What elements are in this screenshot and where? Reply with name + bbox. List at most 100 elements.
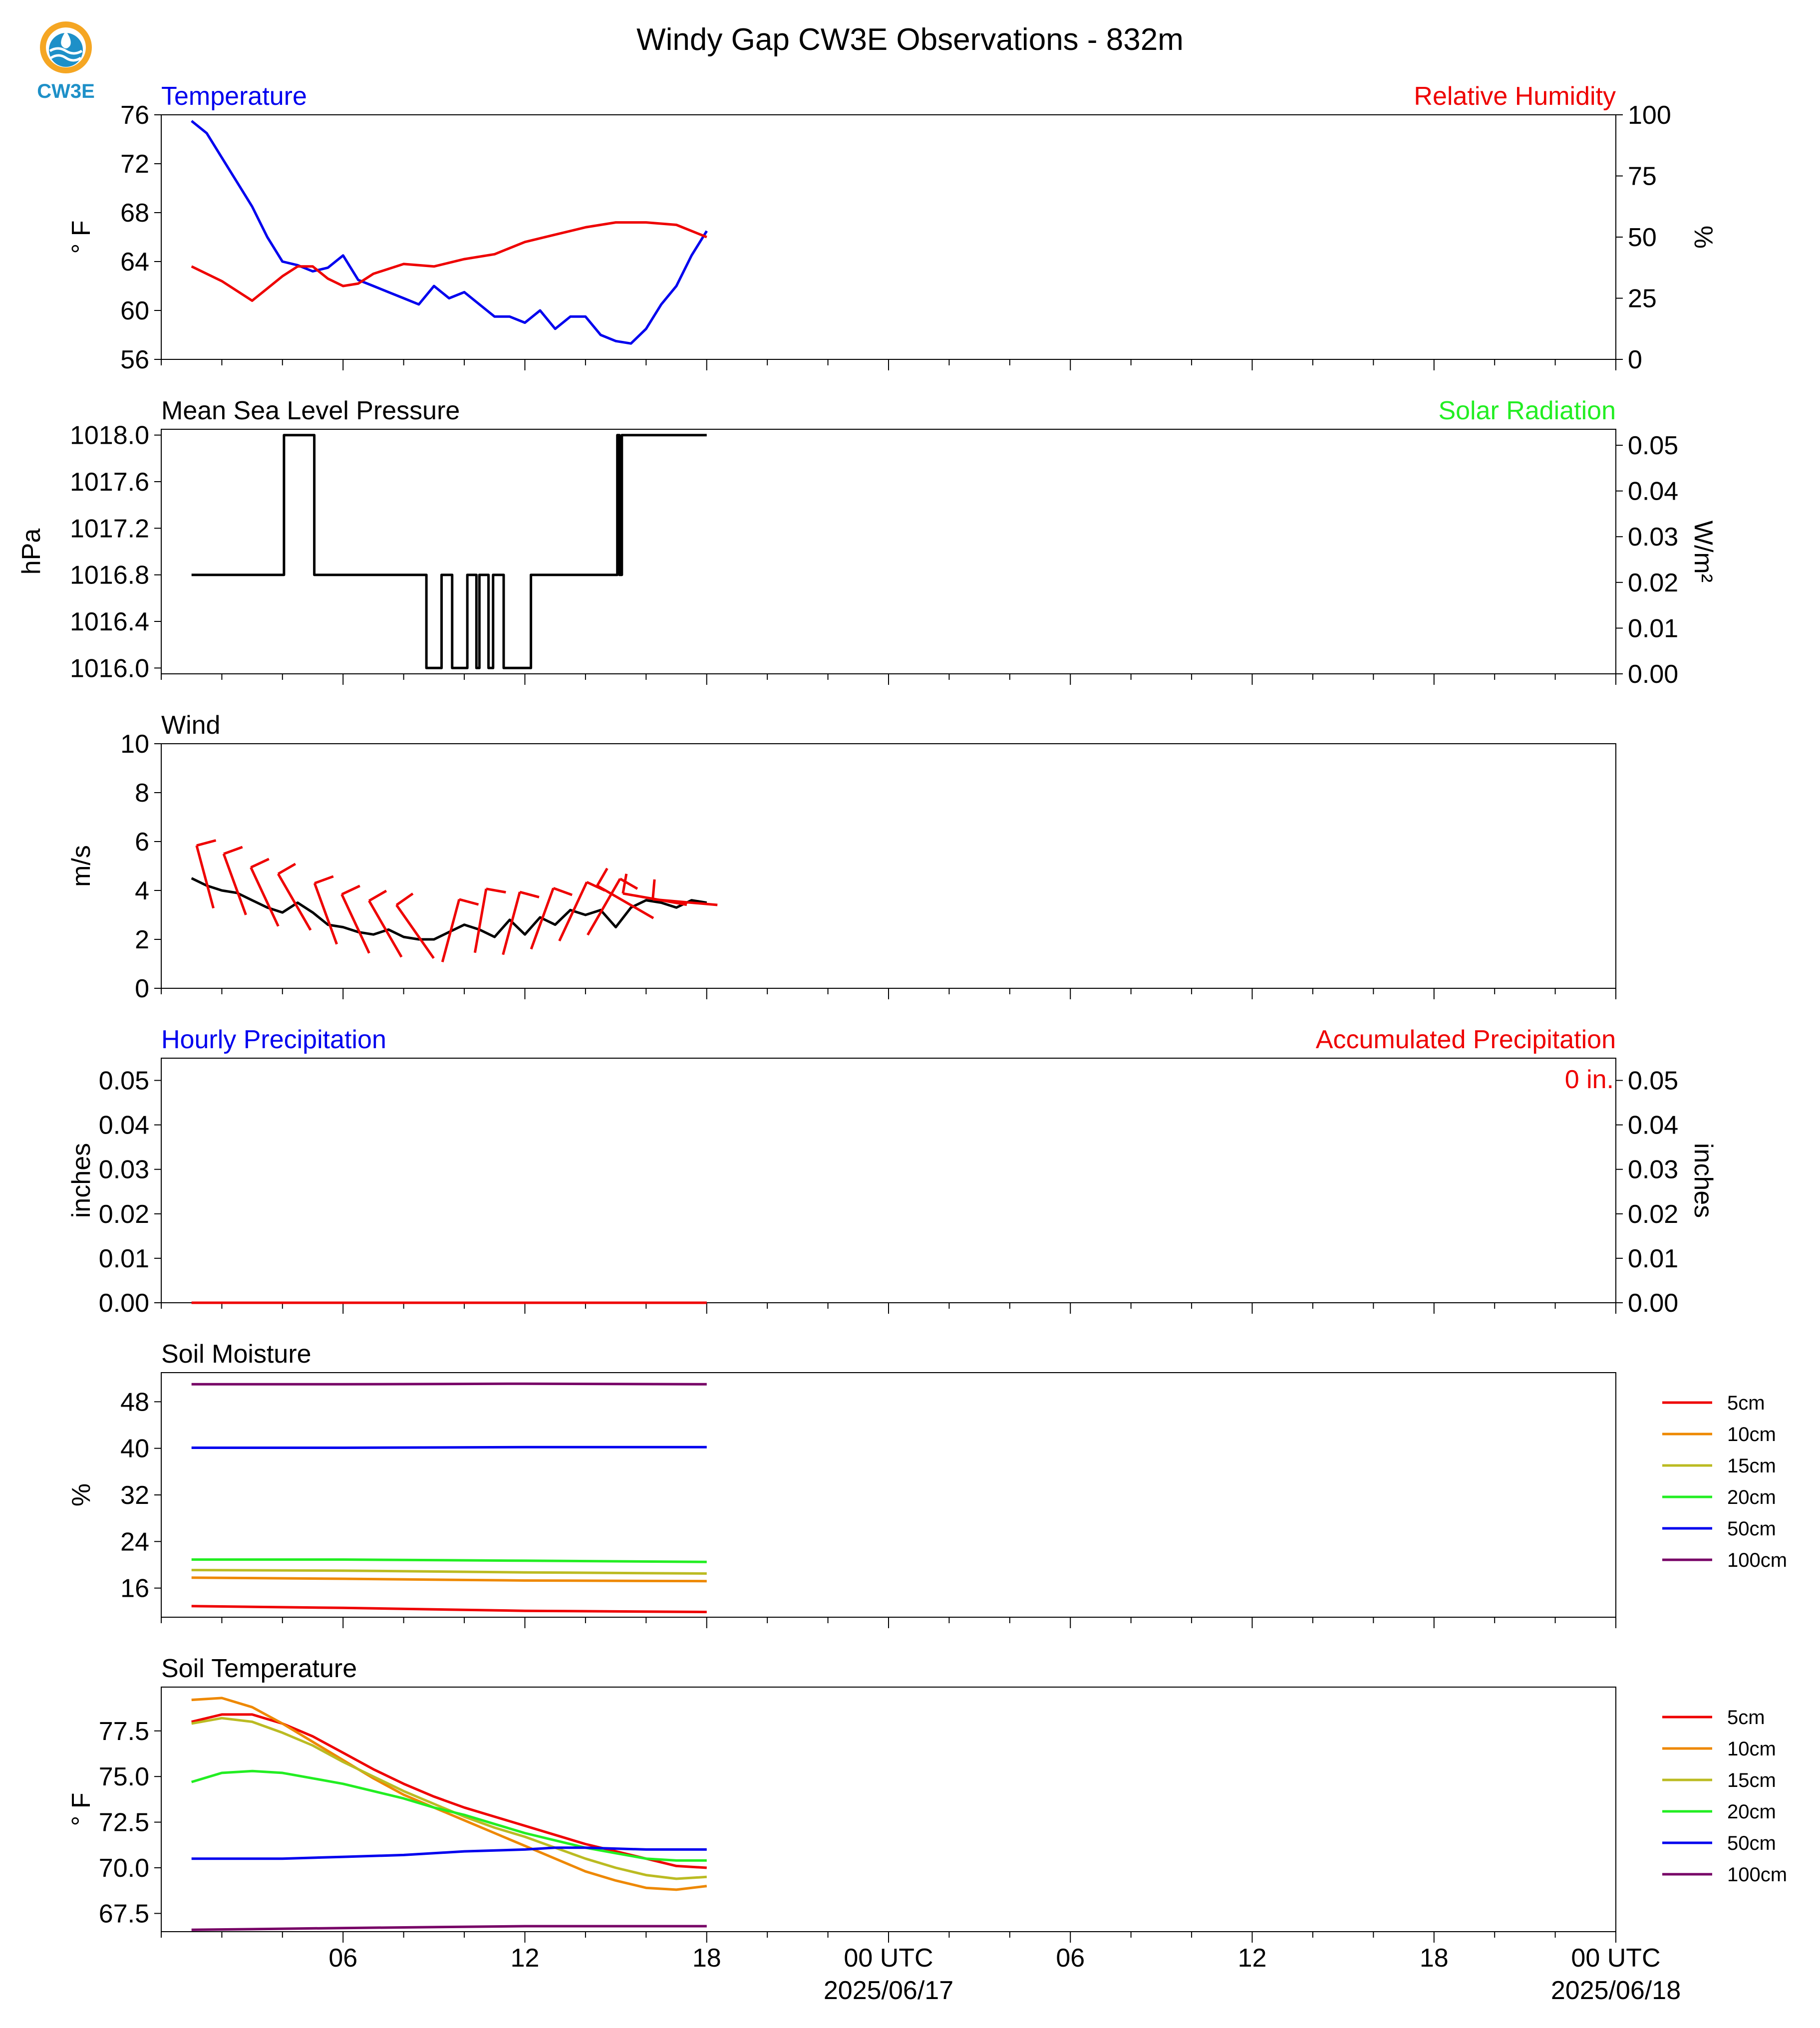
panel-title-left: Soil Moisture [161, 1340, 311, 1369]
y-tick-label-right: 0.00 [1628, 660, 1678, 689]
y-tick-label-right: 75 [1628, 162, 1657, 191]
y-tick-label-left: 48 [120, 1388, 149, 1417]
series-line-50cm [191, 1846, 707, 1860]
y-tick-label-right: 0.05 [1628, 431, 1678, 460]
y-tick-label-right: 0.03 [1628, 523, 1678, 552]
panel-title-right: Accumulated Precipitation [1316, 1025, 1616, 1054]
y-axis-label-left: hPa [17, 529, 46, 575]
x-tick-label: 12 [1238, 1944, 1267, 1973]
y-tick-label-left: 10 [120, 730, 149, 759]
x-tick-label: 00 UTC [844, 1944, 933, 1973]
y-tick-label-left: 0.05 [99, 1067, 149, 1096]
logo-wave-1 [49, 47, 83, 55]
series-line-10cm [191, 1576, 707, 1583]
y-tick-label-left: 72.5 [99, 1808, 149, 1837]
y-tick-label-left: 32 [120, 1481, 149, 1510]
panel-pressure-solar: Mean Sea Level Pressure Solar Radiation 10… [17, 396, 1718, 689]
y-axis-label-right: inches [1689, 1143, 1718, 1218]
x-date-label: 2025/06/17 [824, 1976, 953, 2005]
cw3e-logo: CW3E [37, 21, 95, 102]
y-axis-label-left: % [67, 1483, 96, 1506]
wind-barb-shaft [652, 898, 718, 906]
x-tick-label: 00 UTC [1571, 1944, 1660, 1973]
wind-barb-flag [619, 877, 638, 890]
y-tick-label-left: 68 [120, 199, 149, 228]
y-axis-label-left: inches [67, 1143, 96, 1218]
figure-title: Windy Gap CW3E Observations - 832m [636, 22, 1184, 57]
y-tick-label-left: 0.04 [99, 1111, 149, 1140]
legend-label: 10cm [1727, 1738, 1776, 1760]
y-tick-label-left: 70.0 [99, 1854, 149, 1883]
x-tick-label: 06 [328, 1944, 357, 1973]
y-tick-label-left: 76 [120, 101, 149, 130]
panel-title-right: Solar Radiation [1438, 396, 1616, 425]
series-line-5cm [191, 1605, 707, 1613]
y-tick-label-left: 0.03 [99, 1156, 149, 1184]
wind-barb-flag [486, 887, 506, 894]
x-tick-label: 12 [511, 1944, 540, 1973]
y-axis-label-left: ° F [67, 1792, 96, 1826]
logo-text: CW3E [37, 80, 95, 102]
y-tick-label-right: 0.02 [1628, 569, 1678, 597]
y-tick-label-left: 72 [120, 150, 149, 179]
y-tick-label-left: 1016.4 [70, 607, 149, 636]
x-date-label: 2025/06/18 [1551, 1976, 1681, 2005]
legend-label: 5cm [1727, 1707, 1765, 1729]
y-tick-label-left: 77.5 [99, 1717, 149, 1746]
y-tick-label-right: 25 [1628, 285, 1657, 313]
wind-barb-flag [651, 879, 656, 899]
series-line-speed [191, 877, 707, 941]
y-tick-label-left: 67.5 [99, 1899, 149, 1928]
accumulated-total-label: 0 in. [1565, 1065, 1614, 1094]
wind-barb-shaft [473, 888, 488, 953]
y-tick-label-right: 0.05 [1628, 1067, 1678, 1096]
wind-barb-flag [459, 898, 479, 906]
wind-barb-flag [277, 863, 297, 875]
series-line-100cm [191, 1925, 707, 1931]
y-tick-label-left: 1016.0 [70, 654, 149, 683]
panel-title-left: Mean Sea Level Pressure [161, 396, 460, 425]
legend-label: 50cm [1727, 1518, 1776, 1540]
wind-barb-flag [223, 846, 243, 856]
x-tick-label: 06 [1056, 1944, 1085, 1973]
y-tick-label-left: 64 [120, 248, 149, 277]
wind-barb-flag [196, 839, 217, 847]
y-tick-label-left: 2 [135, 925, 149, 954]
wind-barb-shaft [195, 845, 215, 909]
wind-barb-shaft [502, 891, 521, 955]
y-tick-label-right: 0.02 [1628, 1200, 1678, 1229]
wind-barb-flag [596, 868, 608, 886]
wind-barb-shaft [441, 899, 461, 962]
y-axis-label-left: m/s [67, 845, 96, 887]
y-tick-label-right: 0.03 [1628, 1156, 1678, 1184]
logo-wave-2 [50, 54, 82, 62]
y-tick-label-left: 75.0 [99, 1762, 149, 1791]
series-line-mean-sea-level-pressure [191, 434, 707, 669]
y-axis-label-left: ° F [67, 220, 96, 254]
y-tick-label-right: 50 [1628, 223, 1657, 252]
y-tick-label-left: 40 [120, 1435, 149, 1463]
y-tick-label-right: 100 [1628, 101, 1671, 130]
wind-barb-shaft [597, 884, 654, 919]
y-tick-label-right: 0.04 [1628, 1111, 1678, 1140]
series-line-20cm [191, 1769, 707, 1862]
panel-title-right: Relative Humidity [1414, 82, 1616, 111]
legend-label: 100cm [1727, 1549, 1787, 1571]
y-tick-label-left: 1017.6 [70, 468, 149, 497]
series-line-20cm [191, 1558, 707, 1563]
x-tick-label: 18 [692, 1944, 721, 1973]
wind-barb-flag [341, 884, 360, 895]
y-tick-label-right: 0.04 [1628, 477, 1678, 506]
y-tick-label-left: 0.02 [99, 1200, 149, 1229]
panels: Temperature Relative Humidity767268646056… [17, 82, 1787, 1943]
y-tick-label-left: 16 [120, 1574, 149, 1603]
legend-label: 5cm [1727, 1392, 1765, 1414]
panel-title-left: Soil Temperature [161, 1654, 357, 1683]
wind-barb-flag [621, 873, 628, 894]
legend-label: 100cm [1727, 1864, 1787, 1886]
wind-barb-flag [553, 886, 573, 896]
wind-barb-shaft [558, 881, 588, 942]
y-tick-label-left: 1018.0 [70, 421, 149, 450]
